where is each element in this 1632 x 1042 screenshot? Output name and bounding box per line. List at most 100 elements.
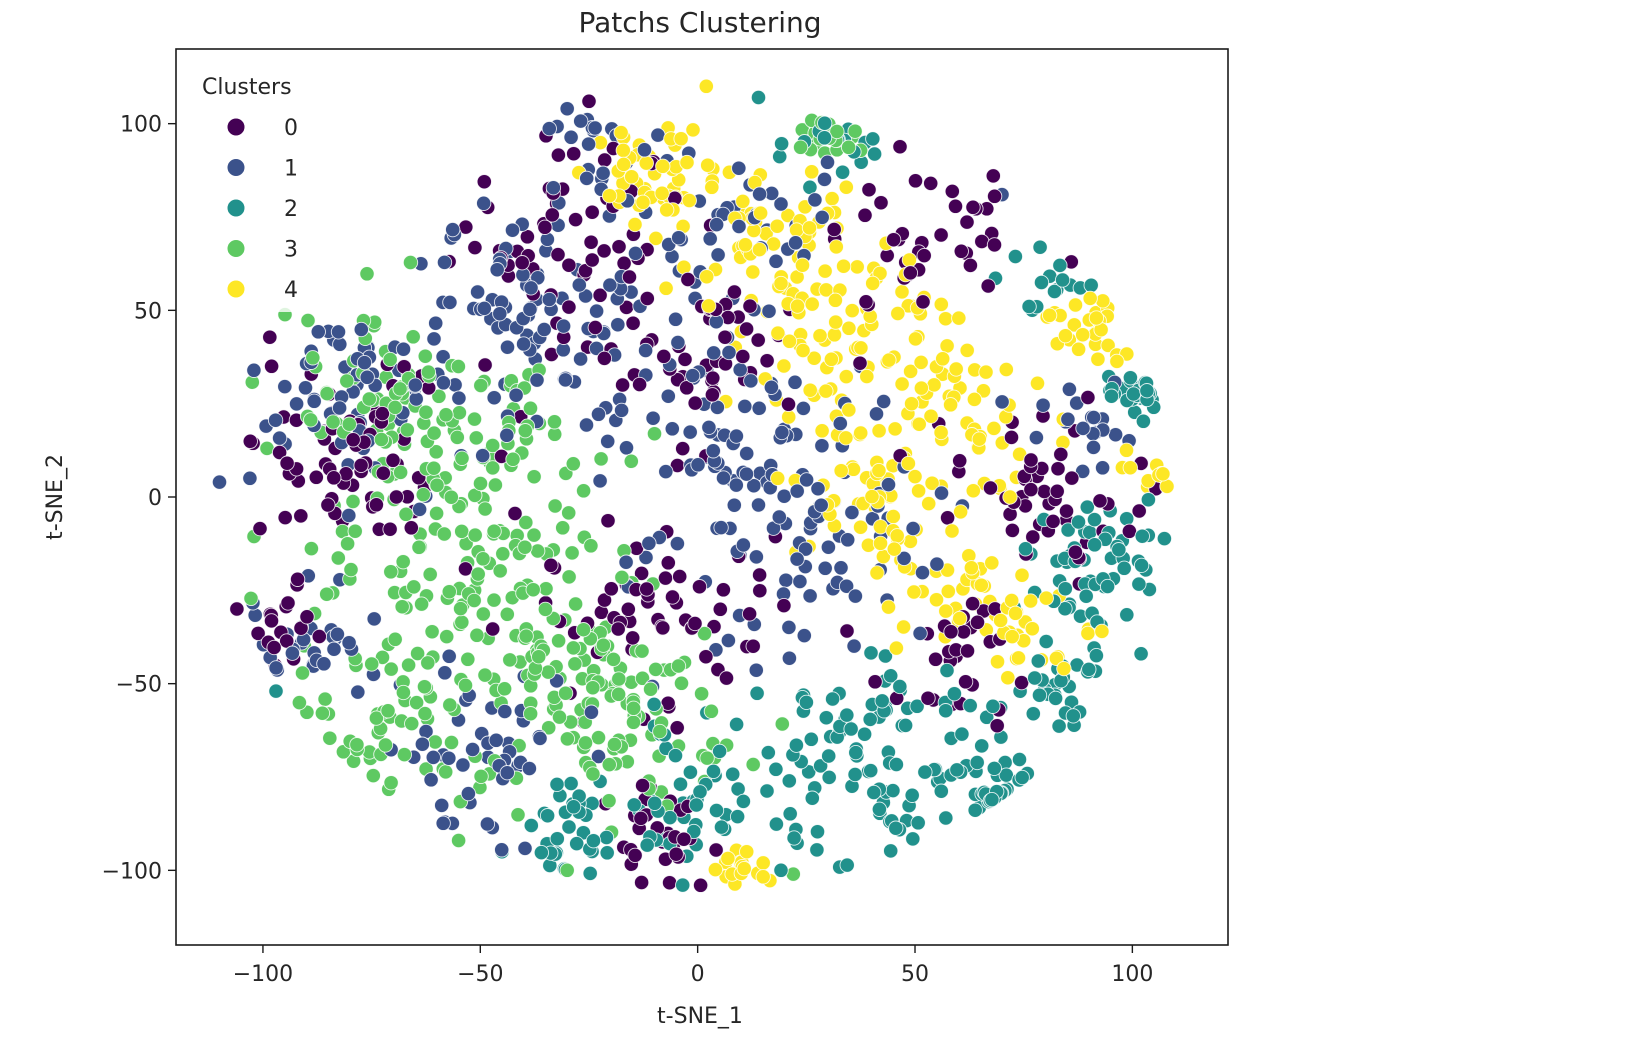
point-cluster-4 <box>965 483 981 499</box>
point-cluster-3 <box>300 312 316 329</box>
point-cluster-1 <box>810 481 826 497</box>
point-cluster-3 <box>408 694 425 711</box>
point-cluster-3 <box>387 631 403 647</box>
point-cluster-0 <box>687 395 703 411</box>
point-cluster-0 <box>550 147 567 163</box>
point-cluster-0 <box>726 284 743 300</box>
point-cluster-4 <box>1122 460 1138 476</box>
point-cluster-2 <box>877 648 894 664</box>
point-cluster-3 <box>377 737 394 753</box>
point-cluster-2 <box>1131 576 1147 592</box>
point-cluster-4 <box>871 423 887 439</box>
point-cluster-1 <box>820 539 837 555</box>
point-cluster-1 <box>713 519 729 536</box>
point-cluster-1 <box>559 101 575 117</box>
point-cluster-3 <box>648 661 664 678</box>
point-cluster-4 <box>885 508 901 525</box>
point-cluster-1 <box>555 318 572 334</box>
point-cluster-3 <box>526 469 542 485</box>
point-cluster-2 <box>585 833 602 849</box>
point-cluster-0 <box>715 582 732 598</box>
point-cluster-2 <box>821 769 837 786</box>
point-cluster-3 <box>646 426 663 442</box>
point-cluster-2 <box>626 797 642 813</box>
point-cluster-2 <box>1057 601 1073 617</box>
point-cluster-0 <box>664 589 681 605</box>
point-cluster-2 <box>917 764 933 780</box>
point-cluster-0 <box>1036 483 1052 500</box>
point-cluster-4 <box>913 380 930 396</box>
point-cluster-3 <box>420 364 437 380</box>
point-cluster-1 <box>650 127 666 143</box>
point-cluster-3 <box>792 139 809 155</box>
point-cluster-4 <box>1066 317 1082 333</box>
point-cluster-2 <box>786 830 802 846</box>
point-cluster-1 <box>832 415 848 432</box>
point-cluster-3 <box>477 501 493 517</box>
point-cluster-0 <box>308 469 324 485</box>
point-cluster-0 <box>687 615 703 632</box>
point-cluster-4 <box>781 409 797 425</box>
point-cluster-3 <box>475 606 491 622</box>
point-cluster-1 <box>802 588 818 604</box>
point-cluster-1 <box>395 341 412 357</box>
point-cluster-1 <box>411 501 428 518</box>
point-cluster-1 <box>933 485 950 501</box>
point-cluster-1 <box>746 478 762 494</box>
point-cluster-1 <box>761 303 777 319</box>
point-cluster-1 <box>682 424 698 440</box>
point-cluster-3 <box>485 437 501 454</box>
point-cluster-2 <box>1011 751 1028 768</box>
point-cluster-0 <box>660 555 676 571</box>
point-cluster-2 <box>904 787 920 803</box>
point-cluster-4 <box>952 610 968 627</box>
point-cluster-0 <box>705 370 721 386</box>
point-cluster-0 <box>752 583 768 599</box>
point-cluster-2 <box>788 737 805 753</box>
point-cluster-2 <box>967 802 983 818</box>
point-cluster-1 <box>350 684 366 700</box>
point-cluster-1 <box>341 635 357 651</box>
point-cluster-4 <box>1014 567 1030 583</box>
point-cluster-1 <box>521 760 538 777</box>
point-cluster-1 <box>728 428 745 444</box>
point-cluster-2 <box>1021 298 1037 315</box>
legend-label-1: 1 <box>284 157 298 182</box>
point-cluster-3 <box>339 536 356 552</box>
point-cluster-1 <box>685 367 701 384</box>
point-cluster-2 <box>1033 274 1050 291</box>
point-cluster-1 <box>271 430 288 446</box>
point-cluster-3 <box>428 444 444 460</box>
point-cluster-4 <box>658 280 674 296</box>
point-cluster-2 <box>708 802 725 819</box>
point-cluster-4 <box>788 222 805 238</box>
point-cluster-2 <box>984 791 1000 808</box>
point-cluster-1 <box>359 369 375 385</box>
point-cluster-3 <box>468 430 484 446</box>
point-cluster-4 <box>1029 375 1046 391</box>
point-cluster-1 <box>796 627 812 644</box>
point-cluster-1 <box>306 393 322 409</box>
point-cluster-4 <box>940 583 956 600</box>
point-cluster-3 <box>561 505 577 521</box>
point-cluster-4 <box>804 296 820 312</box>
point-cluster-1 <box>590 406 607 422</box>
point-cluster-4 <box>1004 628 1020 645</box>
point-cluster-0 <box>476 174 492 190</box>
point-cluster-3 <box>418 404 434 420</box>
point-cluster-1 <box>492 306 508 322</box>
point-cluster-0 <box>672 568 688 585</box>
point-cluster-2 <box>1047 690 1064 707</box>
point-cluster-2 <box>1025 706 1041 722</box>
point-cluster-3 <box>439 628 455 645</box>
point-cluster-0 <box>403 520 419 536</box>
point-cluster-0 <box>561 257 577 273</box>
point-cluster-3 <box>466 411 483 427</box>
point-cluster-3 <box>417 705 433 722</box>
point-cluster-0 <box>735 348 751 365</box>
point-cluster-2 <box>1054 272 1071 288</box>
point-cluster-2 <box>692 784 708 800</box>
point-cluster-1 <box>436 254 453 271</box>
point-cluster-3 <box>400 657 417 673</box>
point-cluster-3 <box>450 832 467 849</box>
